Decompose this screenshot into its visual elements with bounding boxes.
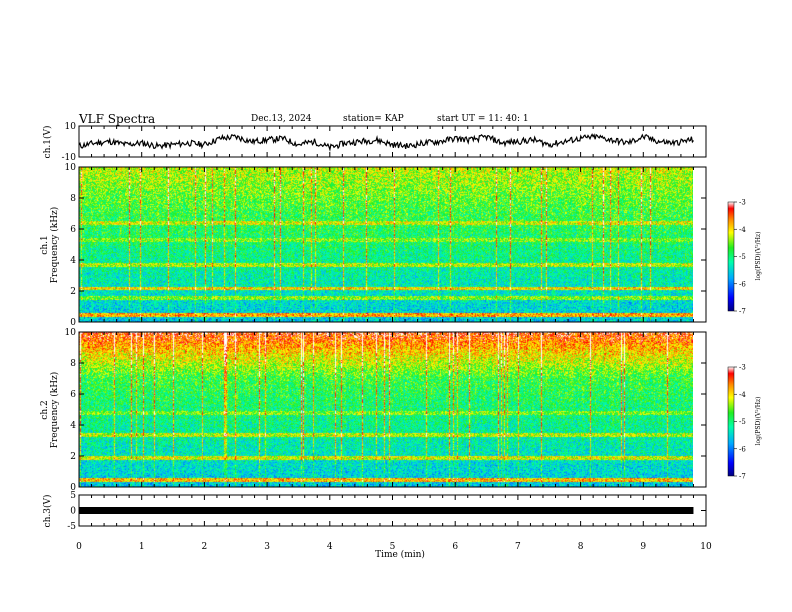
y-tick-label: 8	[70, 359, 76, 369]
chart-station: station= KAP	[343, 114, 404, 124]
colorbar-tick-label: -4	[739, 226, 746, 234]
ch1-spectrogram-image	[79, 167, 693, 322]
x-tick-label: 8	[578, 542, 584, 552]
y-tick-label: 6	[70, 390, 76, 400]
chart-start-time: start UT = 11: 40: 1	[437, 114, 529, 124]
ch2-spectrogram-ylabel: ch.2	[40, 400, 50, 419]
colorbar-tick-label: -3	[739, 364, 746, 372]
colorbar-tick-label: -7	[739, 308, 746, 316]
y-tick-label: 0	[70, 507, 76, 517]
y-tick-label: 10	[65, 328, 77, 338]
y-tick-label: 4	[70, 421, 76, 431]
y-tick-label: -5	[67, 522, 76, 532]
chart-title: VLF Spectra	[79, 112, 156, 126]
y-tick-label: 2	[70, 287, 76, 297]
y-tick-label: 4	[70, 256, 76, 266]
x-tick-label: 2	[202, 542, 208, 552]
colorbar-tick-label: -3	[739, 199, 746, 207]
ch1-colorbar-label: log(PSD)(V²/Hz)	[755, 232, 762, 281]
x-tick-label: 4	[327, 542, 333, 552]
y-tick-label: 6	[70, 225, 76, 235]
y-tick-label: 8	[70, 194, 76, 204]
x-tick-label: 10	[700, 542, 712, 552]
colorbar-tick-label: -5	[739, 253, 746, 261]
ch2-spectrogram-ylabel2: Frequency (kHz)	[49, 372, 60, 449]
ch3-waveform-ylabel: ch.3(V)	[42, 495, 53, 528]
colorbar-tick-label: -6	[739, 280, 746, 288]
ch1-spectrogram-ylabel2: Frequency (kHz)	[49, 207, 60, 284]
x-axis-label: Time (min)	[375, 549, 425, 560]
y-tick-label: 10	[65, 163, 77, 173]
ch1-spectrogram-ylabel: ch.1	[40, 235, 50, 254]
x-tick-label: 1	[139, 542, 145, 552]
x-tick-label: 7	[515, 542, 521, 552]
colorbar-tick-label: -5	[739, 418, 746, 426]
colorbar-ticks: -3 -4 -5 -6 -7 -3 -4 -5 -6 -7	[734, 199, 746, 481]
axis-ticks	[78, 125, 707, 527]
ch1-colorbar	[727, 201, 735, 312]
ch1-waveform-line	[78, 133, 694, 152]
x-tick-label: 5	[390, 542, 396, 552]
colorbar-tick-label: -4	[739, 391, 746, 399]
y-tick-label: 0	[70, 483, 76, 493]
y-tick-label: -10	[62, 153, 77, 163]
colorbar-tick-label: -7	[739, 473, 746, 481]
chart-date: Dec.13, 2024	[251, 114, 312, 124]
colorbar-tick-label: -6	[739, 445, 746, 453]
y-tick-label: 10	[65, 122, 77, 132]
y-tick-label: 5	[70, 491, 76, 501]
x-tick-labels: 0 1 2 3 4 5 6 7 8 9 10	[76, 542, 712, 552]
ch2-spectrogram-image	[79, 332, 693, 487]
x-tick-label: 0	[76, 542, 82, 552]
ch2-colorbar	[727, 366, 735, 477]
ch2-colorbar-label: log(PSD)(V²/Hz)	[755, 397, 762, 446]
ch1-waveform-ylabel: ch.1(V)	[42, 126, 53, 159]
y-tick-label: 2	[70, 452, 76, 462]
x-tick-label: 9	[640, 542, 646, 552]
x-tick-label: 6	[452, 542, 458, 552]
y-tick-label: 0	[70, 318, 76, 328]
x-tick-label: 3	[264, 542, 270, 552]
